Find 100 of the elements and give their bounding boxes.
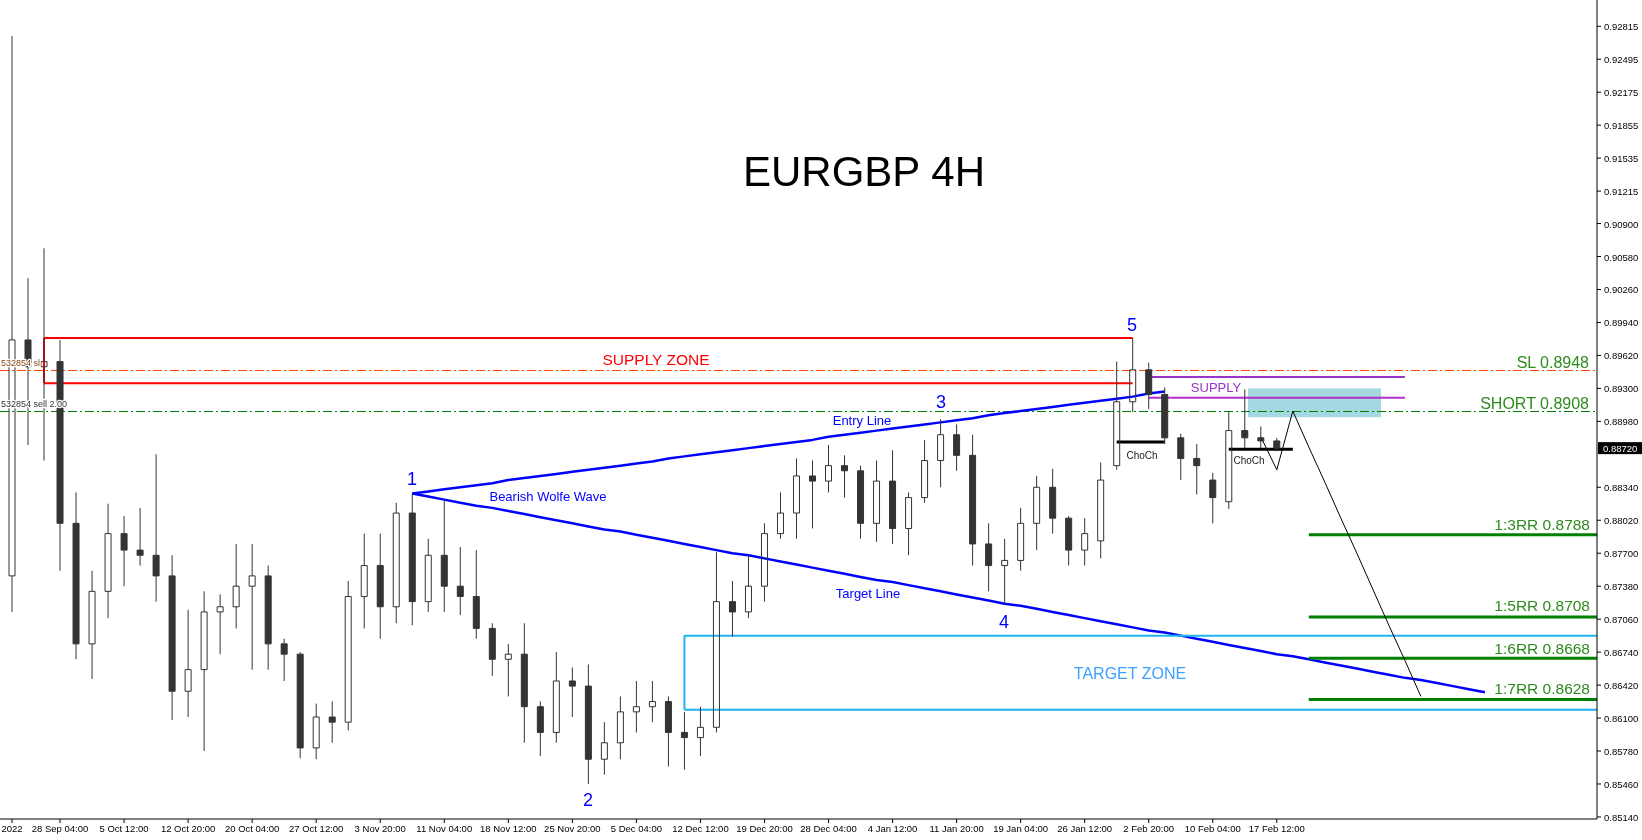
x-tick-label: 12 Dec 12:00	[672, 823, 729, 834]
x-tick-label: 5 Oct 12:00	[99, 823, 149, 834]
candlestick	[616, 695, 624, 760]
candlestick	[184, 609, 192, 718]
candlestick	[104, 503, 112, 619]
candlestick	[232, 543, 240, 629]
x-tick-label: 26 Jan 12:00	[1057, 823, 1113, 834]
annotation: 1:3RR 0.8788	[1494, 515, 1590, 533]
y-tick-label: 0.89300	[1604, 382, 1639, 394]
candlestick	[1081, 517, 1089, 567]
text: EURGBP 4H	[742, 148, 985, 195]
candlestick	[360, 533, 368, 629]
annotation: 1:5RR 0.8708	[1494, 596, 1590, 614]
candlestick	[408, 492, 416, 626]
candlestick	[953, 423, 961, 472]
candlestick	[1225, 411, 1233, 510]
candlestick	[200, 590, 208, 752]
candlestick	[857, 465, 865, 540]
candlestick	[72, 491, 80, 660]
candlestick	[280, 638, 288, 682]
annotation: SUPPLY ZONE	[602, 350, 710, 368]
candlestick	[152, 453, 160, 603]
y-tick-label: 0.85140	[1604, 811, 1639, 823]
candlestick	[536, 701, 544, 757]
annotation: Entry Line	[832, 412, 892, 428]
candlestick	[1129, 337, 1137, 413]
candlestick	[680, 711, 688, 771]
candlestick	[1145, 362, 1153, 410]
annotation: 1	[406, 469, 418, 489]
ref-line-label: SL 0.8948	[1516, 353, 1590, 371]
candlestick	[632, 680, 640, 733]
x-tick-label: 4 Jan 12:00	[867, 823, 918, 834]
candlestick	[1049, 468, 1057, 535]
candlestick	[488, 622, 496, 677]
ref-line-label: SHORT 0.8908	[1480, 394, 1590, 412]
candlestick	[312, 703, 320, 760]
y-tick-label: 0.92495	[1604, 53, 1639, 65]
candlestick	[873, 459, 881, 543]
y-tick-label: 0.89940	[1604, 316, 1639, 328]
x-tick-label: 10 Feb 04:00	[1184, 823, 1241, 834]
text: 0.88720	[1603, 442, 1638, 454]
y-tick-label: 0.86420	[1604, 679, 1639, 691]
annotation: 3	[935, 392, 947, 412]
x-tick-label: 19 Dec 20:00	[736, 823, 793, 834]
candlestick	[744, 554, 752, 619]
candlestick	[1113, 361, 1121, 471]
candlestick	[809, 459, 817, 529]
candlestick	[712, 551, 720, 733]
annotation: 5	[1126, 315, 1138, 335]
annotation: Bearish Wolfe Wave	[489, 488, 607, 504]
y-tick-label: 0.91215	[1604, 185, 1639, 197]
x-tick-label: 19 Jan 04:00	[993, 823, 1049, 834]
annotation: 4	[998, 612, 1010, 632]
candlestick	[1209, 472, 1217, 524]
candlestick	[1033, 475, 1041, 551]
candlestick	[696, 706, 704, 757]
y-tick-label: 0.90260	[1604, 283, 1639, 295]
x-tick-label: 3 Nov 20:00	[354, 823, 406, 834]
candlestick	[760, 522, 768, 603]
y-tick-label: 0.88020	[1604, 514, 1639, 526]
candlestick	[216, 593, 224, 655]
candlestick	[889, 449, 897, 545]
y-tick-label: 0.85460	[1604, 778, 1639, 790]
y-tick-label: 0.89620	[1604, 349, 1639, 361]
annotation: 1:7RR 0.8628	[1494, 679, 1590, 697]
candlestick	[600, 721, 608, 776]
y-tick-label: 0.88980	[1604, 415, 1639, 427]
y-tick-label: 0.87700	[1604, 547, 1639, 559]
candlestick	[776, 491, 784, 540]
x-tick-label: 17 Feb 12:00	[1248, 823, 1305, 834]
y-tick-label: 0.92175	[1604, 86, 1639, 98]
candlestick	[520, 622, 528, 744]
x-tick-label: 11 Jan 20:00	[929, 823, 984, 834]
candlestick	[985, 522, 993, 592]
candlestick	[328, 701, 336, 744]
x-tick-label: 18 Nov 12:00	[480, 823, 537, 834]
x-tick-label: 20 Oct 04:00	[224, 823, 280, 834]
candlestick	[1257, 426, 1265, 449]
annotation: ChoCh	[1126, 449, 1158, 461]
x-tick-label: 2022	[1, 823, 23, 834]
candlestick	[969, 434, 977, 567]
x-tick-label: 28 Dec 04:00	[800, 823, 857, 834]
x-tick-label: 2 Feb 20:00	[1123, 823, 1175, 834]
x-tick-label: 27 Oct 12:00	[288, 823, 344, 834]
candlestick	[440, 499, 448, 613]
candlestick	[392, 502, 400, 624]
candlestick	[120, 515, 128, 587]
candlestick	[1161, 386, 1169, 445]
x-tick-label: 11 Nov 04:00	[416, 823, 473, 834]
y-tick-label: 0.85780	[1604, 745, 1639, 757]
candlestick	[248, 543, 256, 671]
candlestick	[552, 651, 560, 744]
x-tick-label: 28 Sep 04:00	[31, 823, 89, 834]
candlestick	[344, 580, 352, 731]
y-tick-label: 0.86100	[1604, 712, 1639, 724]
candlestick	[1001, 538, 1009, 606]
annotation: Target Line	[835, 585, 901, 601]
candlestick	[937, 418, 945, 488]
annotation: ChoCh	[1233, 454, 1265, 466]
candlestick	[921, 439, 929, 504]
